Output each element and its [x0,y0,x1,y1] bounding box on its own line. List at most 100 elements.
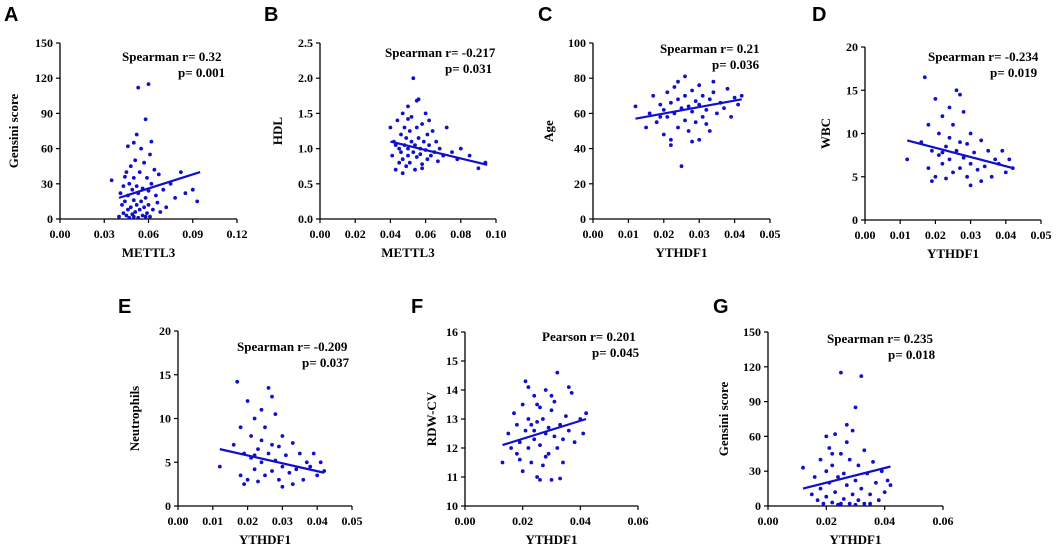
panel-letter: C [538,4,552,26]
x-tick-label: 0.03 [960,228,981,242]
data-point [420,162,424,167]
data-point [126,207,130,212]
x-tick-label: 0.02 [653,227,674,241]
data-point [965,142,969,146]
regression-line [118,171,201,199]
data-point [421,139,426,144]
data-point [665,90,670,95]
y-tick-label: 1.5 [298,106,313,120]
x-tick-label: 0.06 [138,227,159,241]
data-point [839,501,843,506]
data-point [661,108,666,112]
data-point [538,405,542,410]
data-point [425,132,430,137]
data-point [958,140,962,145]
correlation-label: Spearman r= -0.217 [385,45,496,60]
data-point [944,144,948,149]
x-axis-label: YTHDF1 [239,532,291,547]
data-point [134,132,139,137]
data-point [700,93,705,98]
data-point [131,176,136,180]
data-point [404,164,409,169]
y-tick-label: 20 [574,177,586,191]
data-point [940,150,945,155]
data-point [552,434,557,439]
data-point [399,132,403,137]
data-point [444,125,449,130]
data-point [134,203,139,207]
chart-panel-b: B 0.00 0.02 0.04 0.06 0.08 0.10 0.0 0.5 1.0 1.5 2.0… [264,4,507,260]
data-point [930,179,934,184]
regression-line [390,140,488,166]
data-point [311,451,316,456]
data-point [173,196,178,200]
data-point [143,196,148,200]
data-point [725,86,730,91]
data-point [552,399,557,404]
p-value-label: p= 0.018 [888,347,936,362]
y-tick-label: 0 [755,499,761,513]
data-point [397,160,402,165]
data-point [704,108,709,112]
data-point [256,479,260,484]
data-point [145,211,149,216]
chart-panel-g: G 0.00 0.02 0.04 0.06 0 30 60 90 120 150 YTHDF1 Gens… [713,296,954,547]
y-tick-label: 60 [41,142,53,156]
data-point [402,125,407,130]
data-point [830,451,835,456]
data-point [161,187,166,192]
y-tick-label: 20 [846,40,858,54]
data-point [400,171,405,176]
correlation-label: Spearman r= -0.209 [237,339,348,354]
regression-line [635,98,742,120]
x-tick-label: 0.00 [855,228,876,242]
x-tick-label: 0.04 [995,228,1016,242]
data-point [532,428,537,433]
data-point [833,432,837,436]
data-point [467,153,472,158]
x-tick-label: 0.02 [237,514,258,528]
data-point [975,167,980,172]
data-point [862,501,867,506]
x-tick-label: 0.04 [724,227,745,241]
data-point [697,83,702,88]
data-point [450,150,454,155]
p-value-label: p= 0.037 [302,355,350,370]
data-point [406,153,410,158]
data-point [801,465,805,470]
data-point [711,90,716,95]
data-point [413,143,417,148]
data-point [400,157,405,162]
data-point [164,205,169,210]
data-point [427,118,431,123]
data-point [128,164,133,169]
data-point [133,158,138,163]
data-point [954,148,959,153]
data-point [263,473,267,478]
data-point [549,393,554,398]
x-tick-label: 0.04 [380,227,401,241]
data-point [839,370,843,375]
data-point [145,176,149,180]
data-point [944,176,948,181]
data-point [541,463,545,468]
data-point [736,102,740,107]
data-point [217,464,222,469]
data-point [154,193,158,198]
data-point [930,148,934,153]
data-point [651,93,656,98]
data-point [266,386,271,390]
data-point [263,425,267,430]
y-tick-label: 16 [446,325,458,339]
data-point [414,155,419,159]
data-point [155,200,160,205]
data-point [561,437,565,442]
y-tick-label: 0 [580,212,586,226]
data-point [665,115,670,119]
data-point [526,417,531,421]
data-point [136,85,141,90]
data-point [564,414,568,418]
data-point [124,213,129,218]
x-tick-label: 0.04 [307,514,328,528]
